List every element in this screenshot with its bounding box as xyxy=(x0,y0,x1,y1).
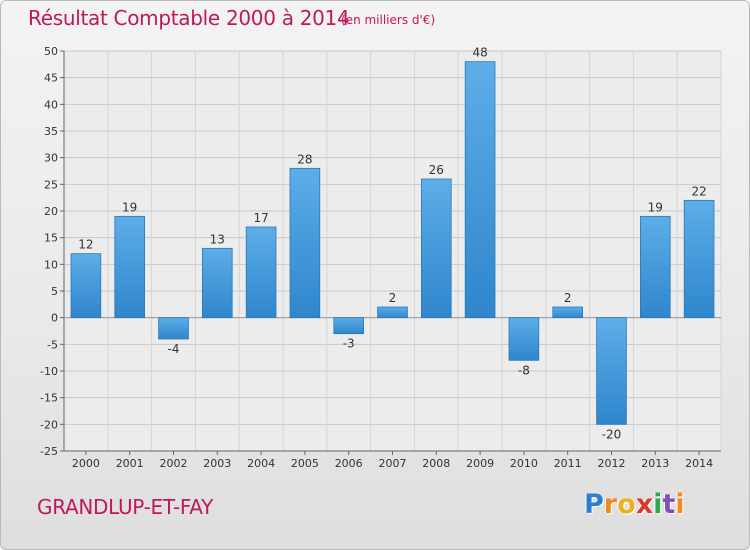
logo-letter: x xyxy=(635,489,654,520)
x-tick-label: 2001 xyxy=(116,457,144,470)
data-label-2013: 19 xyxy=(648,200,663,214)
data-label-2006: -3 xyxy=(343,337,355,351)
bar-2007 xyxy=(377,306,408,319)
logo-letter: r xyxy=(603,489,618,520)
y-tick-label: 10 xyxy=(44,258,58,271)
x-tick-label: 2009 xyxy=(466,457,494,470)
y-tick-label: 5 xyxy=(51,285,58,298)
data-label-2009: 48 xyxy=(472,46,487,60)
logo-letter: i xyxy=(653,489,663,520)
bar-2006 xyxy=(333,317,364,335)
logo-letter: P xyxy=(584,489,604,520)
x-tick-label: 2012 xyxy=(598,457,626,470)
chart-title: Résultat Comptable 2000 à 2014 xyxy=(28,6,350,30)
data-label-2002: -4 xyxy=(168,342,180,356)
logo-letter: i xyxy=(675,489,685,520)
bar-2003 xyxy=(202,247,233,319)
x-tick-label: 2000 xyxy=(72,457,100,470)
y-tick-label: 20 xyxy=(44,205,58,218)
data-label-2007: 2 xyxy=(389,291,397,305)
bar-2011 xyxy=(552,306,583,319)
y-tick-label: -10 xyxy=(40,365,58,378)
axes: -25 -20 -15 -10 -5 0 5 10 15 20 25 30 35 40 45 50 2000 20… xyxy=(40,45,721,470)
data-label-2008: 26 xyxy=(429,163,444,177)
bar-2002 xyxy=(158,317,189,340)
data-label-2011: 2 xyxy=(564,291,572,305)
data-label-2010: -8 xyxy=(518,363,530,377)
bar-2005 xyxy=(289,167,321,319)
bar-2012 xyxy=(596,317,627,425)
data-label-2012: -20 xyxy=(602,427,622,441)
y-tick-label: 50 xyxy=(44,45,58,58)
bar-2009 xyxy=(464,61,496,319)
data-label-2003: 13 xyxy=(210,232,225,246)
bar-2001 xyxy=(114,215,145,319)
y-tick-label: -20 xyxy=(40,418,58,431)
x-tick-label: 2002 xyxy=(160,457,188,470)
x-tick-label: 2007 xyxy=(379,457,407,470)
proxiti-logo: Proxiti xyxy=(584,489,685,520)
chart-subtitle: (en milliers d'€) xyxy=(341,13,436,27)
bar-2004 xyxy=(245,226,277,319)
x-tick-label: 2003 xyxy=(203,457,231,470)
bar-2000 xyxy=(70,253,102,319)
logo-letter: o xyxy=(617,489,636,520)
logo-letter: t xyxy=(662,489,676,520)
y-tick-label: 30 xyxy=(44,152,58,165)
y-tick-label: -15 xyxy=(40,392,58,405)
data-label-2014: 22 xyxy=(691,184,706,198)
y-tick-label: -5 xyxy=(47,338,58,351)
bar-2014 xyxy=(683,199,715,319)
data-label-2000: 12 xyxy=(78,238,93,252)
x-tick-label: 2013 xyxy=(641,457,669,470)
y-tick-label: 0 xyxy=(51,312,58,325)
data-label-2004: 17 xyxy=(253,211,268,225)
data-label-2001: 19 xyxy=(122,200,137,214)
data-labels: 12 19 -4 13 17 28 -3 2 26 48 -8 2 -20 19 22 xyxy=(78,46,706,442)
bars xyxy=(70,61,715,425)
x-tick-label: 2008 xyxy=(422,457,450,470)
y-tick-label: 45 xyxy=(44,72,58,85)
bar-2008 xyxy=(421,178,452,319)
data-label-2005: 28 xyxy=(297,152,312,166)
x-tick-label: 2011 xyxy=(554,457,582,470)
y-tick-label: 35 xyxy=(44,125,58,138)
bar-2010 xyxy=(508,317,540,361)
commune-name: GRANDLUP-ET-FAY xyxy=(37,495,213,519)
x-tick-label: 2004 xyxy=(247,457,275,470)
y-tick-label: 15 xyxy=(44,232,58,245)
x-tick-label: 2010 xyxy=(510,457,538,470)
x-tick-label: 2006 xyxy=(335,457,363,470)
y-tick-label: -25 xyxy=(40,445,58,458)
bar-2013 xyxy=(640,215,671,319)
x-tick-label: 2014 xyxy=(685,457,713,470)
y-tick-label: 25 xyxy=(44,178,58,191)
x-tick-label: 2005 xyxy=(291,457,319,470)
y-tick-label: 40 xyxy=(44,98,58,111)
